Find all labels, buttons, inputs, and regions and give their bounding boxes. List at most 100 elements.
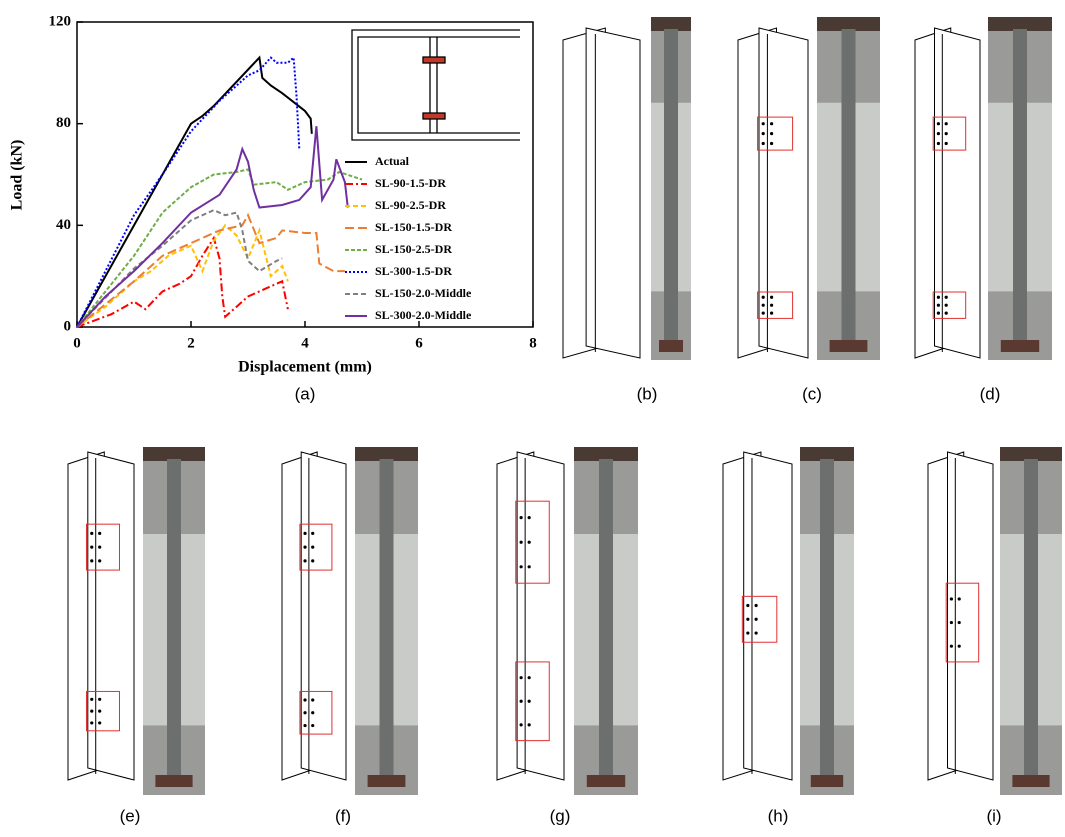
legend-label: SL-90-1.5-DR xyxy=(375,176,446,190)
bolt-dot xyxy=(311,723,315,728)
bolt-dot xyxy=(936,141,941,146)
specimen-photo xyxy=(574,447,638,795)
flange-plate xyxy=(516,451,565,781)
bolt-dot xyxy=(936,132,941,136)
panel-label: (a) xyxy=(295,384,316,403)
bolt-dot xyxy=(754,603,758,608)
column-sketch xyxy=(914,27,981,359)
splice-plate xyxy=(932,291,967,319)
bolt-dot xyxy=(770,141,774,146)
column-sketch xyxy=(722,451,793,781)
column xyxy=(820,459,834,777)
bolt-dot xyxy=(303,545,307,549)
bolt-dot xyxy=(746,617,750,621)
splice-plate xyxy=(515,661,550,742)
bolt-dot xyxy=(98,709,102,713)
panel-label: (f) xyxy=(335,806,351,825)
column xyxy=(664,29,678,342)
series-line xyxy=(76,55,301,328)
bolt-dot xyxy=(90,721,94,725)
specimen-photo xyxy=(817,17,880,360)
bolt-dot xyxy=(519,699,523,703)
bolt xyxy=(422,56,446,64)
top-plate xyxy=(817,17,880,31)
bolt-dot xyxy=(949,597,954,601)
column-sketch xyxy=(67,451,135,781)
flange-plate xyxy=(934,27,981,359)
bolt-dot xyxy=(957,597,961,601)
bolt-dot xyxy=(90,545,94,549)
flange-plate xyxy=(300,451,347,781)
bolt-dot xyxy=(761,132,765,136)
column-sketch xyxy=(281,451,347,781)
bolt-dot xyxy=(527,676,531,680)
bolt-dot xyxy=(303,711,307,715)
bolt-dot xyxy=(944,311,948,315)
bolt-dot xyxy=(311,545,315,549)
bolt-dot xyxy=(936,303,941,307)
panel-label: (i) xyxy=(986,806,1001,825)
series-line xyxy=(76,55,313,328)
bolt-dot xyxy=(770,122,774,126)
legend-label: SL-300-1.5-DR xyxy=(375,264,452,278)
bolt-dot xyxy=(761,311,765,315)
bolt-dot xyxy=(519,565,523,569)
bolt-dot xyxy=(949,620,954,625)
top-plate xyxy=(355,447,418,461)
bolt-dot xyxy=(311,531,315,535)
panel-label: (g) xyxy=(550,806,571,825)
flange-plate xyxy=(743,451,793,781)
bolt-dot xyxy=(949,644,954,648)
base-plate xyxy=(367,775,406,787)
bolt-dot xyxy=(527,565,531,569)
bolt-dot xyxy=(957,644,961,648)
splice-plate xyxy=(757,116,794,151)
top-plate xyxy=(143,447,205,461)
y-tick-label: 80 xyxy=(56,115,71,131)
base-plate xyxy=(659,340,683,352)
bolt-dot xyxy=(98,697,102,701)
specimen-photo xyxy=(355,447,418,795)
splice-plate xyxy=(299,690,333,735)
top-plate xyxy=(651,17,691,31)
bolt-dot xyxy=(90,559,94,563)
specimen-photo xyxy=(1000,447,1062,795)
bolt-dot xyxy=(936,122,941,126)
bolt-dot xyxy=(90,709,94,713)
bolt-dot xyxy=(746,603,750,608)
section-outline xyxy=(351,29,520,141)
series-line xyxy=(76,209,283,328)
splice-plate xyxy=(945,582,980,663)
panel-label: (c) xyxy=(802,384,822,403)
bolt-dot xyxy=(527,516,531,520)
column xyxy=(379,459,394,777)
bolt-dot xyxy=(98,559,102,563)
column-sketch xyxy=(562,27,641,359)
bolt-dot xyxy=(770,311,774,315)
series-line xyxy=(76,235,289,328)
base-plate xyxy=(1012,775,1050,787)
splice-plate xyxy=(85,690,120,732)
bolt-dot xyxy=(936,311,941,315)
panel-label: (e) xyxy=(120,806,141,825)
splice-plate xyxy=(515,500,550,584)
column xyxy=(599,459,613,777)
bolt-dot xyxy=(519,540,523,544)
splice-plate xyxy=(932,116,967,151)
bolt-dot xyxy=(303,723,307,728)
panel-label: (h) xyxy=(768,806,789,825)
x-tick-label: 0 xyxy=(73,335,81,351)
base-plate xyxy=(586,775,626,787)
bolt-dot xyxy=(311,698,315,702)
top-plate xyxy=(800,447,854,461)
column-sketch xyxy=(927,451,994,781)
series-line xyxy=(76,212,345,328)
bolt-dot xyxy=(957,620,961,625)
panel-label: (b) xyxy=(637,384,658,403)
bolt-dot xyxy=(519,516,523,520)
bolt-dot xyxy=(754,617,758,621)
y-tick-label: 0 xyxy=(64,318,72,334)
bolt-dot xyxy=(770,132,774,136)
bolt-dot xyxy=(303,698,307,702)
